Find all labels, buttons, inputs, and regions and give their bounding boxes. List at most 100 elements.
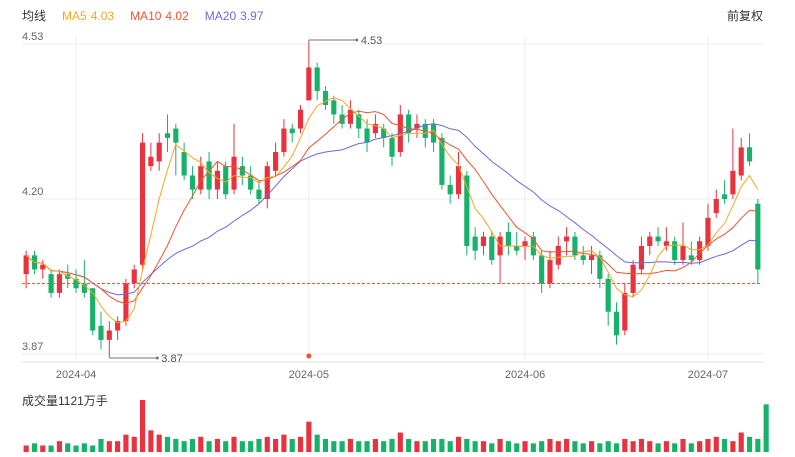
volume-bar [472,441,478,452]
volume-bar [755,439,761,452]
candle-body [572,236,578,256]
candle-body [98,325,104,340]
candle-body [564,236,570,242]
candle-body [297,109,304,129]
volume-bar [123,434,129,452]
candle-body [539,255,545,284]
volume-bar [430,439,437,452]
candle-body [372,123,378,134]
candle-body [622,292,628,331]
candle-body [289,128,295,134]
candle-body [430,123,437,143]
volume-bar [439,439,445,452]
candle-body [613,311,620,336]
y-tick-label: 4.20 [22,186,43,198]
low-price-label: 3.87 [161,353,182,365]
volume-bar [372,439,378,452]
candle-body [56,274,62,293]
volume-bar [164,436,171,452]
legend-ma20-value: 3.97 [240,9,264,23]
volume-bar [588,441,595,452]
candle-body [688,255,694,261]
volume-bar [198,436,204,452]
legend-ma10-name: MA10 [130,9,162,23]
legend-ma5-value: 4.03 [90,9,115,23]
volume-bar [713,436,719,452]
y-tick-label: 3.87 [22,341,43,353]
candle-body [597,255,603,279]
volume-bar [722,439,728,452]
volume-bar [564,439,570,452]
x-axis: 2024-04 2024-05 2024-06 2024-07 [56,369,728,381]
volume-bar [630,441,636,452]
candle-body [48,274,54,293]
candle-body [347,109,354,124]
candle-body [81,283,87,293]
candle-body [630,264,636,293]
candle-body [447,184,453,195]
volume-bar [356,441,362,452]
volume-bar [730,441,736,452]
candle-body [156,142,162,162]
volume-bar [455,436,462,452]
candle-body [547,260,553,284]
volume-bar [514,443,520,452]
legend-ma20: MA20 3.97 [205,7,264,25]
candle-body [638,245,645,270]
candle-body [697,241,703,261]
volume-bar [181,441,187,452]
candle-body [522,241,528,246]
volume-bar [406,439,412,452]
volume-bar [31,443,38,452]
candle-body [472,236,478,251]
volume-bar [497,439,503,452]
volume-bar [580,443,586,452]
volume-bar [148,430,154,452]
candle-body [164,133,171,138]
volume-bar [381,441,387,452]
volume-bar [613,443,620,452]
volume-bar [414,441,420,452]
volume-bar [139,400,146,452]
candle-body [322,90,329,106]
volume-bar [489,443,495,452]
volume-bar [65,443,71,452]
candle-body [281,128,287,153]
candle-body [455,166,462,195]
volume-bar [306,421,312,452]
volume-bar [56,441,62,452]
volume-bar [339,441,345,452]
candle-body [173,128,179,143]
volume-bar [597,443,603,452]
volume-bar [663,441,669,452]
annotations: 4.53 3.87 [108,35,382,365]
volume-bar [173,439,179,452]
candle-body [148,156,154,167]
candle-body [605,278,611,312]
volume-bar [289,439,295,452]
candle-body [23,255,29,275]
x-tick-label: 2024-05 [289,369,329,381]
candle-body [738,147,744,176]
volume-bar [131,436,137,452]
adjust-mode-button[interactable]: 前复权 [726,9,763,23]
volume-bar [23,445,29,452]
volume-bar [622,439,628,452]
candle-body [755,203,761,270]
candle-body [239,166,245,176]
legend-ma5: MA5 4.03 [62,7,114,25]
volume-bar [680,439,686,452]
volume-bar [40,445,46,452]
candle-body [206,161,212,190]
candle-body [331,100,337,115]
x-tick-label: 2024-04 [56,369,96,381]
candle-body [106,330,112,340]
legend-ma10: MA10 4.02 [130,7,189,25]
volume-bar [189,439,196,452]
candle-body [414,123,420,129]
legend-ma10-value: 4.02 [165,9,189,23]
volume-bar [655,443,661,452]
candle-body [555,245,561,265]
volume-bar [115,441,121,452]
